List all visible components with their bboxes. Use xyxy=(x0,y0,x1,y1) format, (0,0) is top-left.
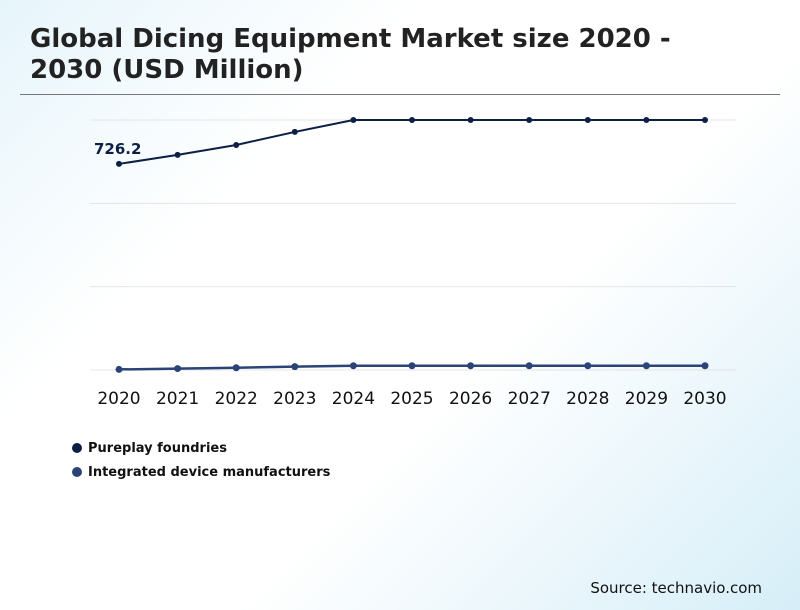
data-point xyxy=(233,141,240,148)
data-point xyxy=(702,117,708,123)
data-point xyxy=(291,128,298,135)
series-line xyxy=(118,119,705,165)
data-point xyxy=(115,365,123,373)
data-label: 726.2 xyxy=(94,140,141,158)
data-point xyxy=(174,151,181,158)
legend-label: Integrated device manufacturers xyxy=(88,464,331,480)
data-point xyxy=(526,117,533,123)
chart-title: Global Dicing Equipment Market size 2020… xyxy=(30,24,671,85)
x-tick-label: 2021 xyxy=(156,389,199,409)
data-point xyxy=(467,117,474,123)
data-point xyxy=(525,362,533,370)
x-tick-label: 2026 xyxy=(449,389,492,409)
legend-marker xyxy=(72,443,82,453)
data-point xyxy=(467,362,475,370)
x-tick-label: 2027 xyxy=(508,389,551,409)
x-tick-label: 2030 xyxy=(683,389,726,409)
data-point xyxy=(642,362,650,370)
legend: Pureplay foundries Integrated device man… xyxy=(72,436,330,484)
legend-marker xyxy=(72,467,82,477)
data-point xyxy=(701,362,709,370)
x-tick-label: 2024 xyxy=(332,389,375,409)
data-point xyxy=(643,117,650,123)
data-point xyxy=(116,160,122,167)
data-point xyxy=(584,362,592,370)
data-point xyxy=(350,117,357,123)
data-point xyxy=(584,117,591,123)
source-text: Source: technavio.com xyxy=(590,579,762,597)
x-tick-label: 2025 xyxy=(390,389,433,409)
x-tick-label: 2022 xyxy=(215,389,258,409)
data-point xyxy=(291,363,299,371)
legend-label: Pureplay foundries xyxy=(88,440,227,456)
legend-item: Integrated device manufacturers xyxy=(72,460,330,484)
divider xyxy=(20,94,780,95)
data-point xyxy=(408,362,416,370)
x-tick-label: 2023 xyxy=(273,389,316,409)
x-tick-label: 2029 xyxy=(625,389,668,409)
legend-item: Pureplay foundries xyxy=(72,436,330,460)
data-point xyxy=(174,365,182,373)
x-tick-label: 2028 xyxy=(566,389,609,409)
data-point xyxy=(409,117,415,123)
data-point xyxy=(232,364,240,372)
x-tick-label: 2020 xyxy=(97,389,140,409)
data-point xyxy=(349,362,357,370)
